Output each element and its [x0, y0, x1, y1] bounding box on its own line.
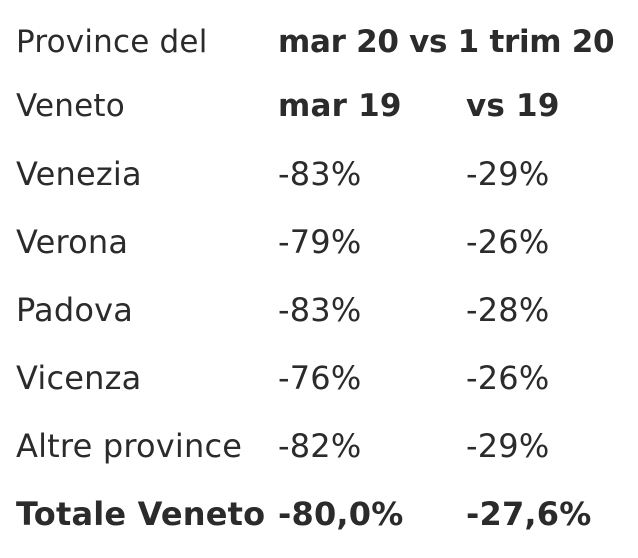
- total-trim-value: -27,6%: [466, 495, 592, 533]
- header-row-1: Province del mar 20 vs 1 trim 20: [16, 8, 626, 76]
- total-mar-value: -80,0%: [278, 495, 404, 533]
- table-row: Verona -79% -26%: [16, 208, 626, 276]
- trim-value: -26%: [466, 359, 550, 397]
- mar-value: -83%: [278, 291, 362, 329]
- province-name: Vicenza: [16, 359, 142, 397]
- total-row: Totale Veneto -80,0% -27,6%: [16, 480, 626, 548]
- total-label: Totale Veneto: [16, 495, 266, 533]
- mar-19-header: mar 19: [278, 88, 402, 124]
- mar-value: -82%: [278, 427, 362, 465]
- province-name: Venezia: [16, 155, 142, 193]
- province-header: Province del: [16, 24, 208, 60]
- province-name: Altre province: [16, 427, 243, 465]
- table-row: Altre province -82% -29%: [16, 412, 626, 480]
- vs-19-header: vs 19: [466, 88, 560, 124]
- table-row: Vicenza -76% -26%: [16, 344, 626, 412]
- trim-value: -26%: [466, 223, 550, 261]
- province-name: Verona: [16, 223, 129, 261]
- period-comparison-header: mar 20 vs 1 trim 20: [278, 24, 615, 60]
- province-name: Padova: [16, 291, 134, 329]
- mar-value: -79%: [278, 223, 362, 261]
- table-row: Venezia -83% -29%: [16, 140, 626, 208]
- region-header: Veneto: [16, 88, 125, 124]
- trim-value: -29%: [466, 155, 550, 193]
- mar-value: -83%: [278, 155, 362, 193]
- table-row: Padova -83% -28%: [16, 276, 626, 344]
- header-row-2: Veneto mar 19 vs 19: [16, 72, 626, 140]
- trim-value: -29%: [466, 427, 550, 465]
- trim-value: -28%: [466, 291, 550, 329]
- mar-value: -76%: [278, 359, 362, 397]
